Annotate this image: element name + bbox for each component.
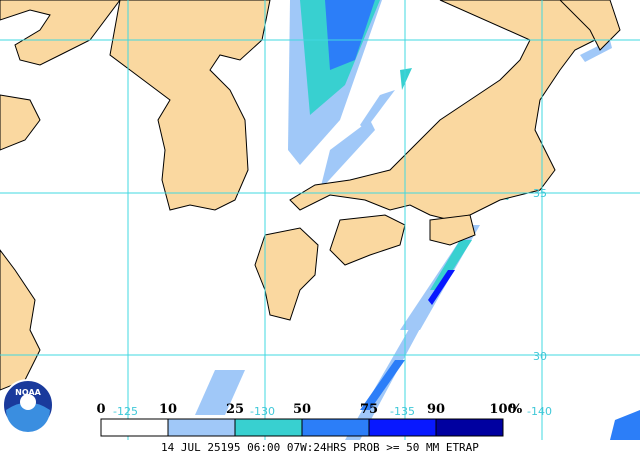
legend-label: 0 bbox=[96, 402, 105, 417]
legend-label: 50 bbox=[293, 402, 311, 417]
legend-swatch bbox=[301, 418, 370, 437]
legend-swatch bbox=[167, 418, 236, 437]
legend-swatch bbox=[234, 418, 303, 437]
land bbox=[0, 0, 621, 391]
legend-label: 10 bbox=[159, 402, 177, 417]
graticule bbox=[0, 0, 640, 440]
footer-bar bbox=[0, 440, 640, 455]
logo-text: NOAA bbox=[15, 388, 41, 397]
lon-label: -130 bbox=[250, 405, 275, 418]
legend-unit: % bbox=[510, 402, 523, 417]
legend-label: 25 bbox=[226, 402, 244, 417]
legend-swatch bbox=[100, 418, 169, 437]
lon-label: -140 bbox=[527, 405, 552, 418]
legend-label: 90 bbox=[427, 402, 445, 417]
lon-label: -135 bbox=[390, 405, 415, 418]
legend-label: 75 bbox=[360, 402, 378, 417]
lon-label: -125 bbox=[113, 405, 138, 418]
footer: 14 JUL 25195 06:00 07W:24HRS PROB >= 50 … bbox=[161, 441, 479, 454]
legend-swatch bbox=[368, 418, 437, 437]
legend: 0 10 25 50 75 90 100% bbox=[96, 402, 523, 437]
lat-label: 35 bbox=[533, 187, 547, 200]
legend-swatch bbox=[435, 418, 504, 437]
lat-label: 30 bbox=[533, 350, 547, 363]
noaa-logo: NOAA bbox=[2, 379, 54, 432]
legend-label: 100 bbox=[489, 402, 516, 417]
